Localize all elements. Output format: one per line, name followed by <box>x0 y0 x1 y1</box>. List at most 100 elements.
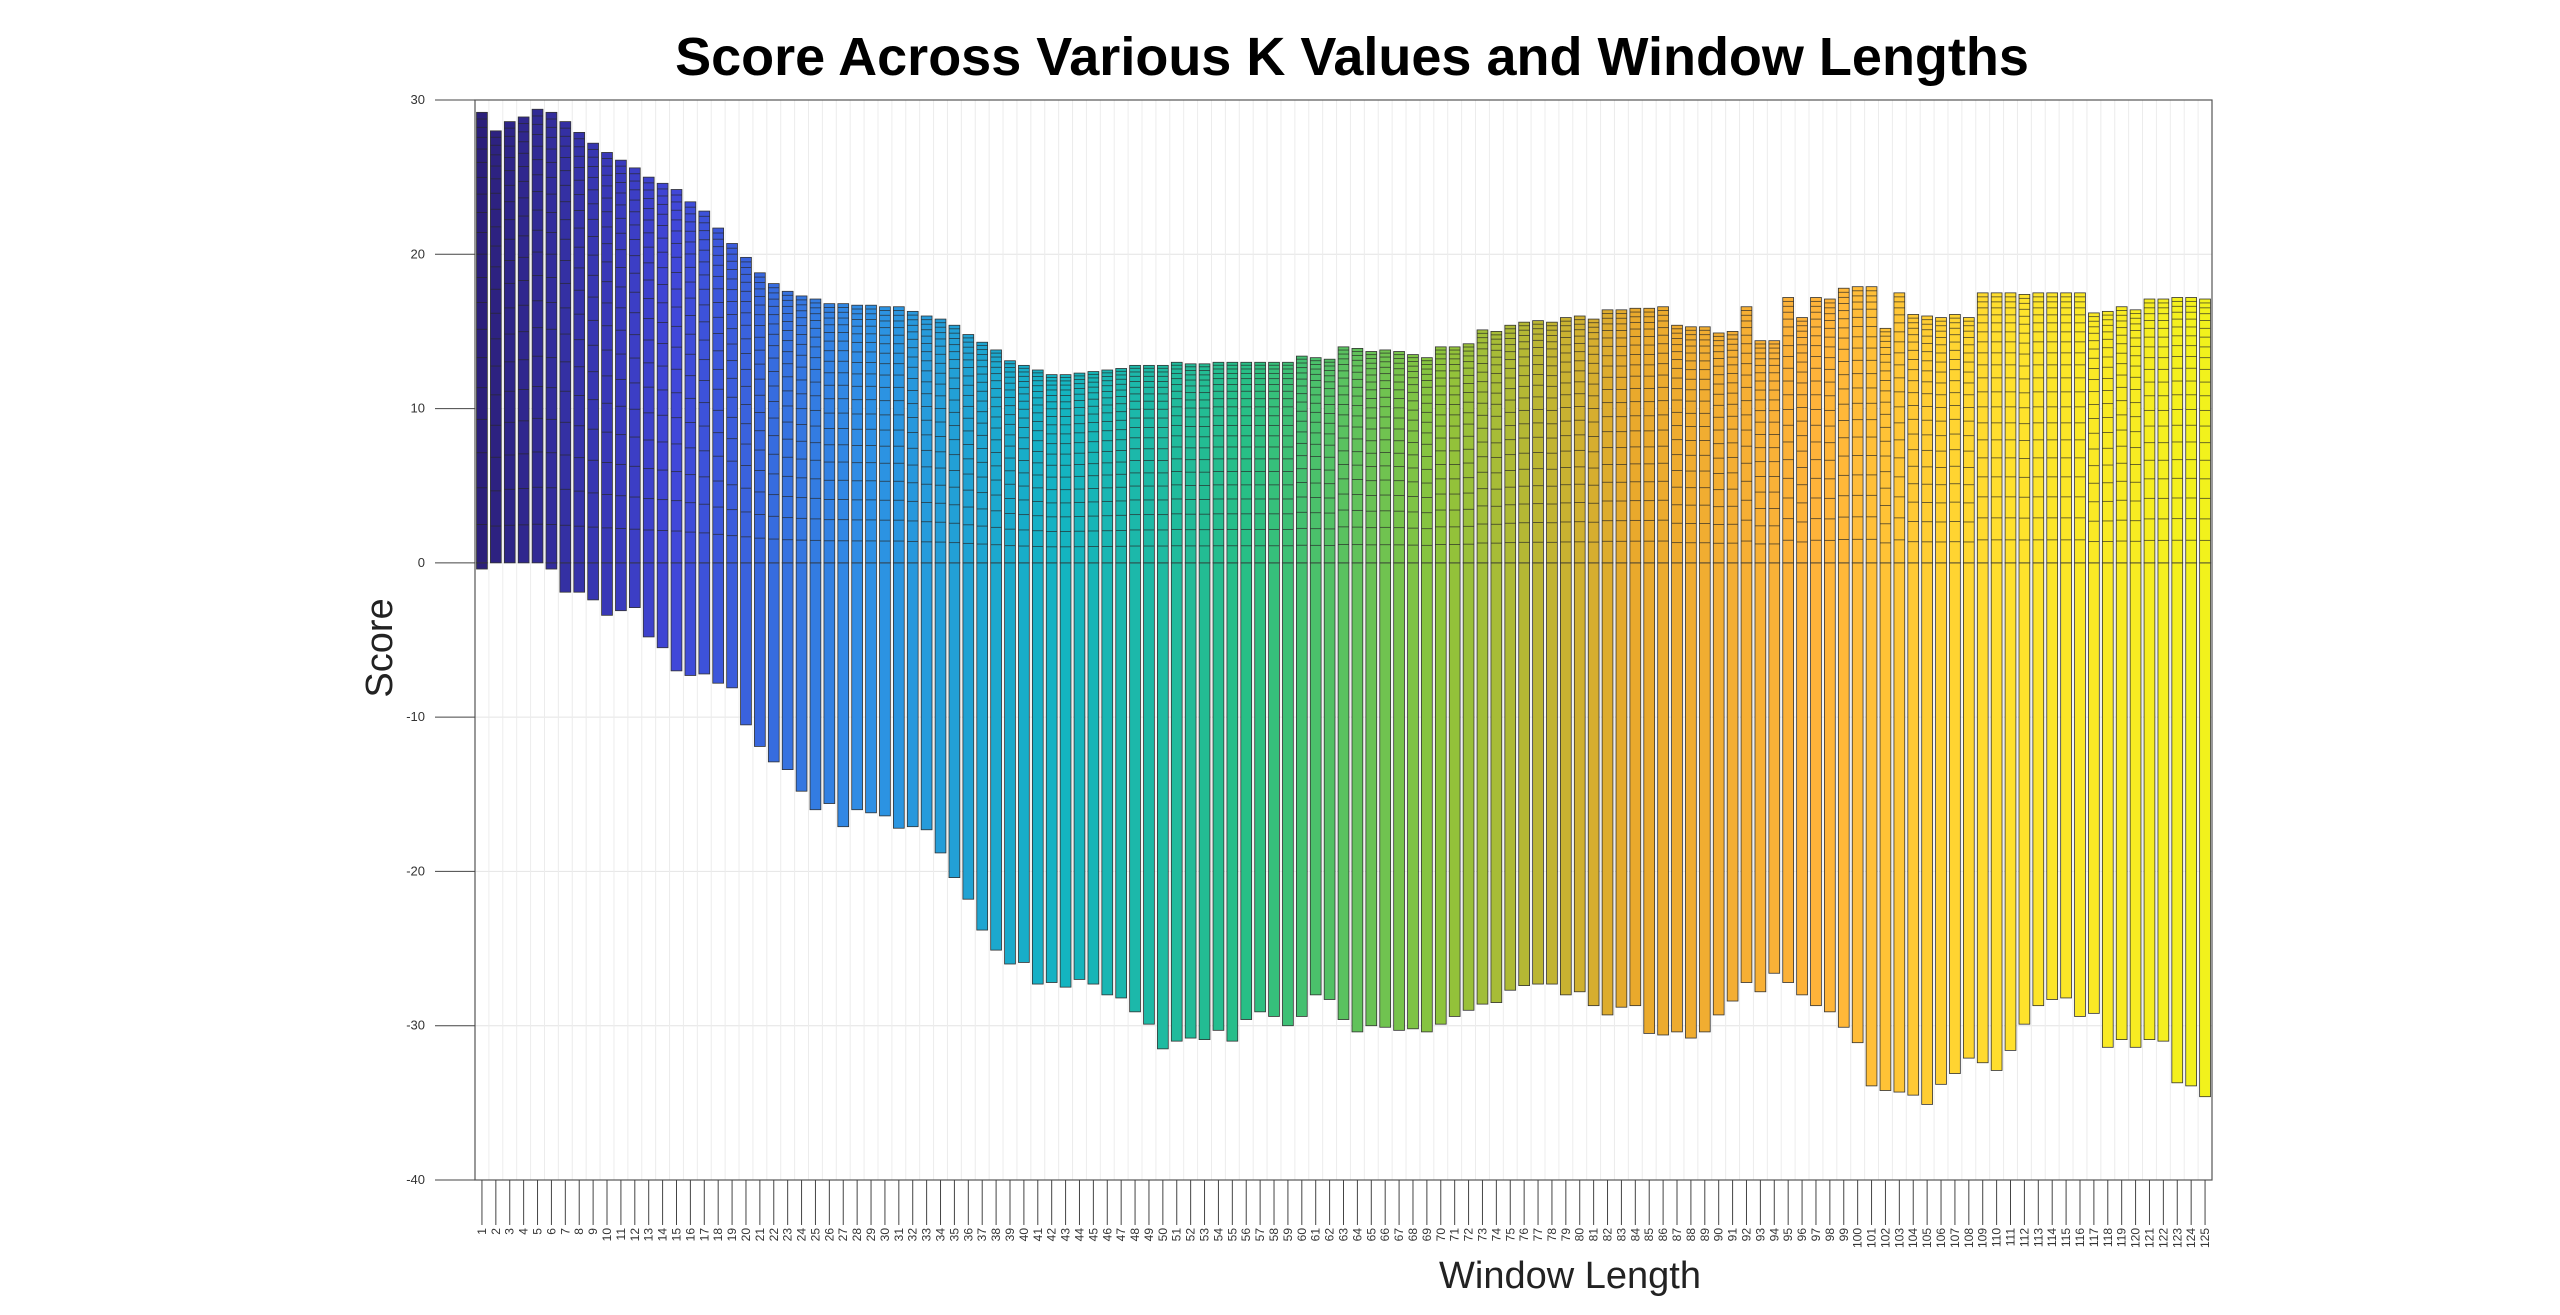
bar-negative <box>1184 562 1197 1039</box>
bar-group-98 <box>1824 298 1836 1013</box>
bar-positive <box>1796 317 1808 564</box>
bar-group-63 <box>1337 346 1350 1020</box>
bar-positive <box>1282 361 1294 564</box>
x-tick-label: 113 <box>2031 1228 2045 1247</box>
bar-negative <box>990 562 1002 951</box>
bar-group-113 <box>2032 292 2045 1007</box>
x-tick-label: 85 <box>1642 1228 1656 1242</box>
bar-positive <box>1851 286 1864 564</box>
bar-group-16 <box>684 201 697 676</box>
x-tick-label: 71 <box>1448 1228 1462 1242</box>
bar-positive <box>1407 354 1419 564</box>
bar-negative <box>1295 562 1308 1017</box>
bar-negative <box>962 562 975 900</box>
x-tick-label: 21 <box>753 1228 767 1242</box>
bar-positive <box>490 130 502 564</box>
x-tick-label: 41 <box>1031 1228 1045 1242</box>
x-tick-label: 118 <box>2101 1228 2115 1247</box>
bar-positive <box>517 116 530 564</box>
x-tick-label: 59 <box>1281 1228 1295 1242</box>
x-tick-label: 39 <box>1003 1228 1017 1242</box>
bar-positive <box>837 303 850 564</box>
bar-group-125 <box>2199 298 2211 1098</box>
bar-positive <box>1004 360 1016 564</box>
bar-negative <box>2018 562 2031 1025</box>
x-tick-label: 106 <box>1934 1228 1948 1248</box>
bar-positive <box>1351 347 1364 564</box>
bar-negative <box>2088 562 2100 1014</box>
bar-positive <box>2101 310 2114 564</box>
bar-group-38 <box>990 349 1002 951</box>
bar-positive <box>1824 298 1836 564</box>
bar-group-101 <box>1865 286 1878 1087</box>
bar-negative <box>1615 562 1628 1008</box>
x-tick-label: 57 <box>1253 1228 1267 1242</box>
bar-negative <box>1740 562 1753 983</box>
bar-group-94 <box>1768 340 1781 974</box>
bar-group-55 <box>1226 361 1239 1042</box>
y-tick-label: 30 <box>411 92 425 107</box>
bar-negative <box>1976 562 1989 1064</box>
bar-negative <box>670 562 683 672</box>
bar-group-108 <box>1963 317 1975 1059</box>
x-tick-label: 120 <box>2129 1228 2143 1248</box>
bar-negative <box>1198 562 1211 1040</box>
x-tick-label: 27 <box>836 1228 850 1242</box>
bar-positive <box>1157 364 1169 564</box>
bar-group-79 <box>1560 317 1572 996</box>
bar-positive <box>628 167 641 564</box>
x-tick-label: 33 <box>920 1228 934 1242</box>
x-tick-label: 68 <box>1406 1228 1420 1242</box>
y-tick-label: -10 <box>406 709 425 724</box>
bar-positive <box>879 306 891 564</box>
bar-group-118 <box>2101 310 2114 1048</box>
bar-positive <box>2171 297 2184 564</box>
bar-group-7 <box>559 121 572 593</box>
bar-group-60 <box>1295 355 1308 1017</box>
x-tick-label: 65 <box>1364 1228 1378 1242</box>
x-tick-label: 14 <box>656 1228 670 1242</box>
x-tick-label: 72 <box>1462 1228 1476 1242</box>
x-tick-label: 74 <box>1489 1228 1503 1242</box>
bar-negative <box>837 562 850 828</box>
bar-positive <box>573 131 586 564</box>
bar-positive <box>1865 286 1878 564</box>
bar-group-103 <box>1893 292 1906 1093</box>
x-axis: 1 2 3 4 5 6 7 8 9 10 11 12 13 14 15 16 17 18 19 20 21 22 23 24 2… <box>475 1180 2212 1248</box>
x-tick-label: 91 <box>1726 1228 1740 1242</box>
bar-positive <box>2115 306 2128 564</box>
bar-positive <box>767 283 780 564</box>
bar-positive <box>2088 312 2100 564</box>
bar-negative <box>1115 562 1127 999</box>
bar-group-28 <box>851 304 863 811</box>
x-tick-label: 3 <box>503 1228 517 1235</box>
bar-group-61 <box>1309 357 1322 996</box>
bar-positive <box>1240 361 1253 564</box>
bar-group-42 <box>1045 374 1058 983</box>
bar-positive <box>2129 309 2142 564</box>
bar-negative <box>1698 562 1711 1033</box>
x-tick-label: 47 <box>1114 1228 1128 1242</box>
bar-negative <box>767 562 780 763</box>
bar-group-21 <box>754 272 766 747</box>
x-tick-label: 7 <box>558 1228 572 1235</box>
x-tick-label: 42 <box>1045 1228 1059 1242</box>
bar-positive <box>1685 326 1697 564</box>
bar-positive <box>893 306 905 564</box>
bar-group-102 <box>1879 327 1892 1091</box>
x-tick-label: 109 <box>1976 1228 1990 1248</box>
bar-group-9 <box>587 142 599 601</box>
bar-positive <box>1907 314 1920 564</box>
bar-group-20 <box>740 256 752 726</box>
y-axis: 30 20 10 0 -10 -20 -30 -40 <box>406 92 475 1187</box>
bar-group-87 <box>1671 324 1683 1033</box>
bar-positive <box>1949 314 1961 564</box>
x-tick-label: 88 <box>1684 1228 1698 1242</box>
bar-negative <box>1170 562 1183 1042</box>
bar-negative <box>2004 562 2017 1051</box>
bar-negative <box>1921 562 1933 1105</box>
x-tick-label: 8 <box>572 1228 586 1235</box>
bar-positive <box>1087 371 1100 564</box>
bar-positive <box>1990 292 2003 564</box>
bar-positive <box>754 272 766 564</box>
